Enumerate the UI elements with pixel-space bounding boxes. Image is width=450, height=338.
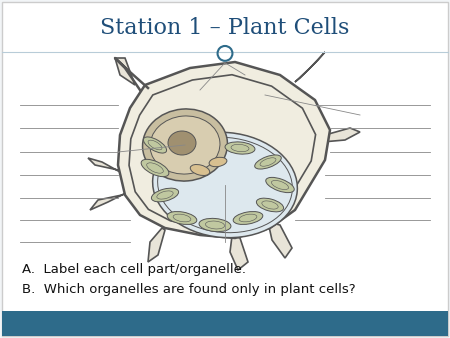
Ellipse shape xyxy=(167,212,197,224)
Ellipse shape xyxy=(153,132,297,238)
Ellipse shape xyxy=(199,218,231,232)
Ellipse shape xyxy=(151,188,179,202)
Ellipse shape xyxy=(225,142,255,154)
Ellipse shape xyxy=(266,177,294,193)
Polygon shape xyxy=(148,228,165,262)
Polygon shape xyxy=(129,75,315,230)
Polygon shape xyxy=(230,236,248,270)
Polygon shape xyxy=(322,128,360,142)
Ellipse shape xyxy=(143,109,227,181)
Polygon shape xyxy=(118,62,330,238)
Ellipse shape xyxy=(233,212,263,224)
Ellipse shape xyxy=(190,165,210,175)
Ellipse shape xyxy=(141,159,169,177)
Ellipse shape xyxy=(150,116,220,174)
Ellipse shape xyxy=(256,198,284,212)
Polygon shape xyxy=(90,194,124,210)
Ellipse shape xyxy=(144,137,166,153)
Polygon shape xyxy=(88,158,120,172)
Bar xyxy=(2,311,448,336)
Text: A.  Label each cell part/organelle.: A. Label each cell part/organelle. xyxy=(22,263,246,275)
Polygon shape xyxy=(268,222,292,258)
Text: B.  Which organelles are found only in plant cells?: B. Which organelles are found only in pl… xyxy=(22,283,356,295)
Ellipse shape xyxy=(209,157,227,167)
Polygon shape xyxy=(115,58,135,85)
Ellipse shape xyxy=(168,131,196,155)
Polygon shape xyxy=(295,52,325,82)
Ellipse shape xyxy=(255,155,281,169)
Text: Station 1 – Plant Cells: Station 1 – Plant Cells xyxy=(100,17,350,39)
